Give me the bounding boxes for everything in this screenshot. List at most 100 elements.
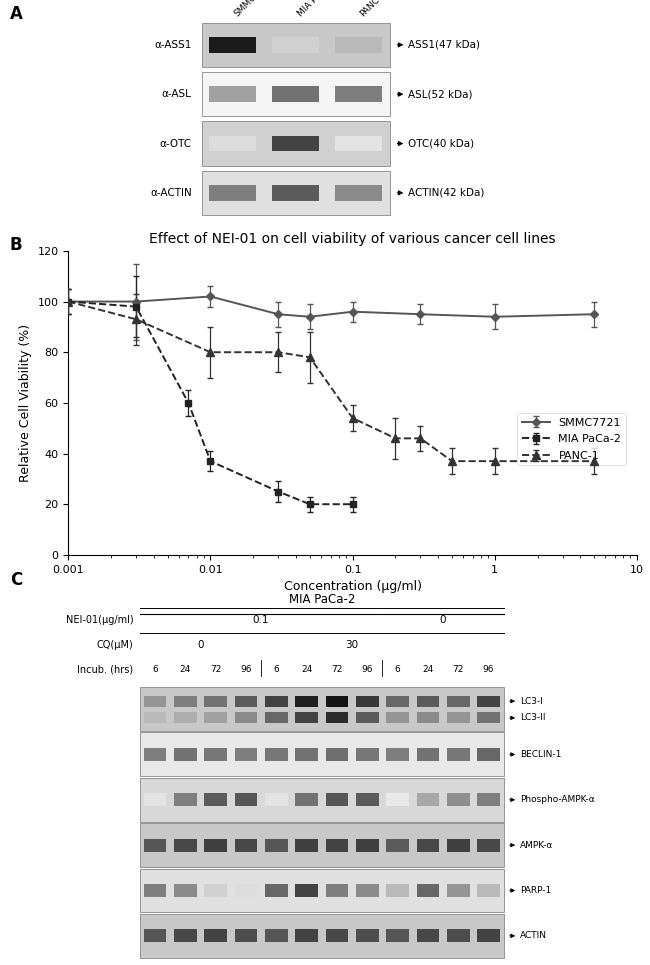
Text: NEI-01(μg/ml): NEI-01(μg/ml) [66, 615, 133, 624]
FancyBboxPatch shape [140, 823, 504, 868]
Text: 6: 6 [152, 665, 158, 675]
FancyBboxPatch shape [235, 929, 257, 943]
FancyBboxPatch shape [295, 748, 318, 761]
Text: MIA PaCa-2: MIA PaCa-2 [296, 0, 338, 18]
FancyBboxPatch shape [386, 929, 409, 943]
FancyBboxPatch shape [335, 87, 382, 102]
Text: 24: 24 [179, 665, 191, 675]
FancyBboxPatch shape [335, 136, 382, 152]
FancyBboxPatch shape [235, 712, 257, 724]
FancyBboxPatch shape [417, 748, 439, 761]
Text: 72: 72 [452, 665, 464, 675]
FancyBboxPatch shape [174, 884, 196, 897]
FancyBboxPatch shape [272, 87, 319, 102]
Text: 24: 24 [422, 665, 434, 675]
FancyBboxPatch shape [272, 136, 319, 152]
FancyBboxPatch shape [295, 696, 318, 706]
Text: Incub. (hrs): Incub. (hrs) [77, 665, 133, 675]
FancyBboxPatch shape [326, 696, 348, 706]
Text: 6: 6 [274, 665, 279, 675]
FancyBboxPatch shape [295, 929, 318, 943]
Text: C: C [10, 571, 22, 590]
FancyBboxPatch shape [265, 793, 287, 807]
FancyBboxPatch shape [295, 839, 318, 852]
FancyBboxPatch shape [326, 929, 348, 943]
FancyBboxPatch shape [235, 839, 257, 852]
FancyBboxPatch shape [209, 185, 257, 201]
Text: ACTIN(42 kDa): ACTIN(42 kDa) [408, 188, 484, 198]
FancyBboxPatch shape [174, 839, 196, 852]
Text: 96: 96 [483, 665, 495, 675]
FancyBboxPatch shape [356, 712, 379, 724]
FancyBboxPatch shape [356, 884, 379, 897]
FancyBboxPatch shape [265, 839, 287, 852]
FancyBboxPatch shape [204, 748, 227, 761]
Text: 6: 6 [395, 665, 400, 675]
FancyBboxPatch shape [447, 929, 470, 943]
FancyBboxPatch shape [272, 185, 319, 201]
Text: 30: 30 [346, 640, 359, 649]
FancyBboxPatch shape [326, 884, 348, 897]
Text: 0: 0 [440, 615, 447, 624]
Text: AMPK-α: AMPK-α [520, 841, 553, 849]
FancyBboxPatch shape [202, 122, 390, 166]
FancyBboxPatch shape [174, 929, 196, 943]
Text: ASS1(47 kDa): ASS1(47 kDa) [408, 40, 480, 50]
FancyBboxPatch shape [202, 72, 390, 117]
FancyBboxPatch shape [386, 884, 409, 897]
FancyBboxPatch shape [477, 884, 500, 897]
FancyBboxPatch shape [295, 793, 318, 807]
FancyBboxPatch shape [140, 732, 504, 777]
FancyBboxPatch shape [447, 793, 470, 807]
FancyBboxPatch shape [265, 748, 287, 761]
Text: 0.1: 0.1 [253, 615, 269, 624]
FancyBboxPatch shape [144, 793, 166, 807]
FancyBboxPatch shape [386, 712, 409, 724]
FancyBboxPatch shape [326, 793, 348, 807]
FancyBboxPatch shape [326, 748, 348, 761]
Text: A: A [10, 5, 23, 22]
Text: SMMC7721: SMMC7721 [233, 0, 275, 18]
FancyBboxPatch shape [477, 748, 500, 761]
Text: 0: 0 [197, 640, 203, 649]
Text: MIA PaCa-2: MIA PaCa-2 [289, 593, 355, 605]
Text: α-ASS1: α-ASS1 [155, 40, 192, 50]
FancyBboxPatch shape [265, 712, 287, 724]
FancyBboxPatch shape [335, 185, 382, 201]
FancyBboxPatch shape [140, 687, 504, 731]
FancyBboxPatch shape [204, 712, 227, 724]
FancyBboxPatch shape [447, 884, 470, 897]
FancyBboxPatch shape [265, 929, 287, 943]
FancyBboxPatch shape [326, 839, 348, 852]
Text: Phospho-AMPK-α: Phospho-AMPK-α [520, 795, 595, 804]
FancyBboxPatch shape [417, 712, 439, 724]
FancyBboxPatch shape [265, 696, 287, 706]
FancyBboxPatch shape [144, 839, 166, 852]
FancyBboxPatch shape [202, 23, 390, 68]
FancyBboxPatch shape [356, 793, 379, 807]
FancyBboxPatch shape [417, 793, 439, 807]
Text: 96: 96 [240, 665, 252, 675]
Text: BECLIN-1: BECLIN-1 [520, 750, 562, 758]
FancyBboxPatch shape [174, 748, 196, 761]
FancyBboxPatch shape [174, 793, 196, 807]
Text: OTC(40 kDa): OTC(40 kDa) [408, 139, 474, 149]
FancyBboxPatch shape [326, 712, 348, 724]
FancyBboxPatch shape [144, 884, 166, 897]
FancyBboxPatch shape [295, 712, 318, 724]
Text: PARP-1: PARP-1 [520, 886, 551, 895]
Y-axis label: Relative Cell Viability (%): Relative Cell Viability (%) [19, 324, 32, 482]
X-axis label: Concentration (μg/ml): Concentration (μg/ml) [283, 580, 422, 593]
FancyBboxPatch shape [209, 87, 257, 102]
FancyBboxPatch shape [144, 696, 166, 706]
Text: 24: 24 [301, 665, 312, 675]
Text: LC3-I: LC3-I [520, 697, 543, 705]
FancyBboxPatch shape [386, 748, 409, 761]
Text: α-OTC: α-OTC [160, 139, 192, 149]
FancyBboxPatch shape [417, 884, 439, 897]
FancyBboxPatch shape [417, 839, 439, 852]
Text: 96: 96 [361, 665, 373, 675]
FancyBboxPatch shape [477, 929, 500, 943]
Text: α-ACTIN: α-ACTIN [150, 188, 192, 198]
FancyBboxPatch shape [204, 793, 227, 807]
